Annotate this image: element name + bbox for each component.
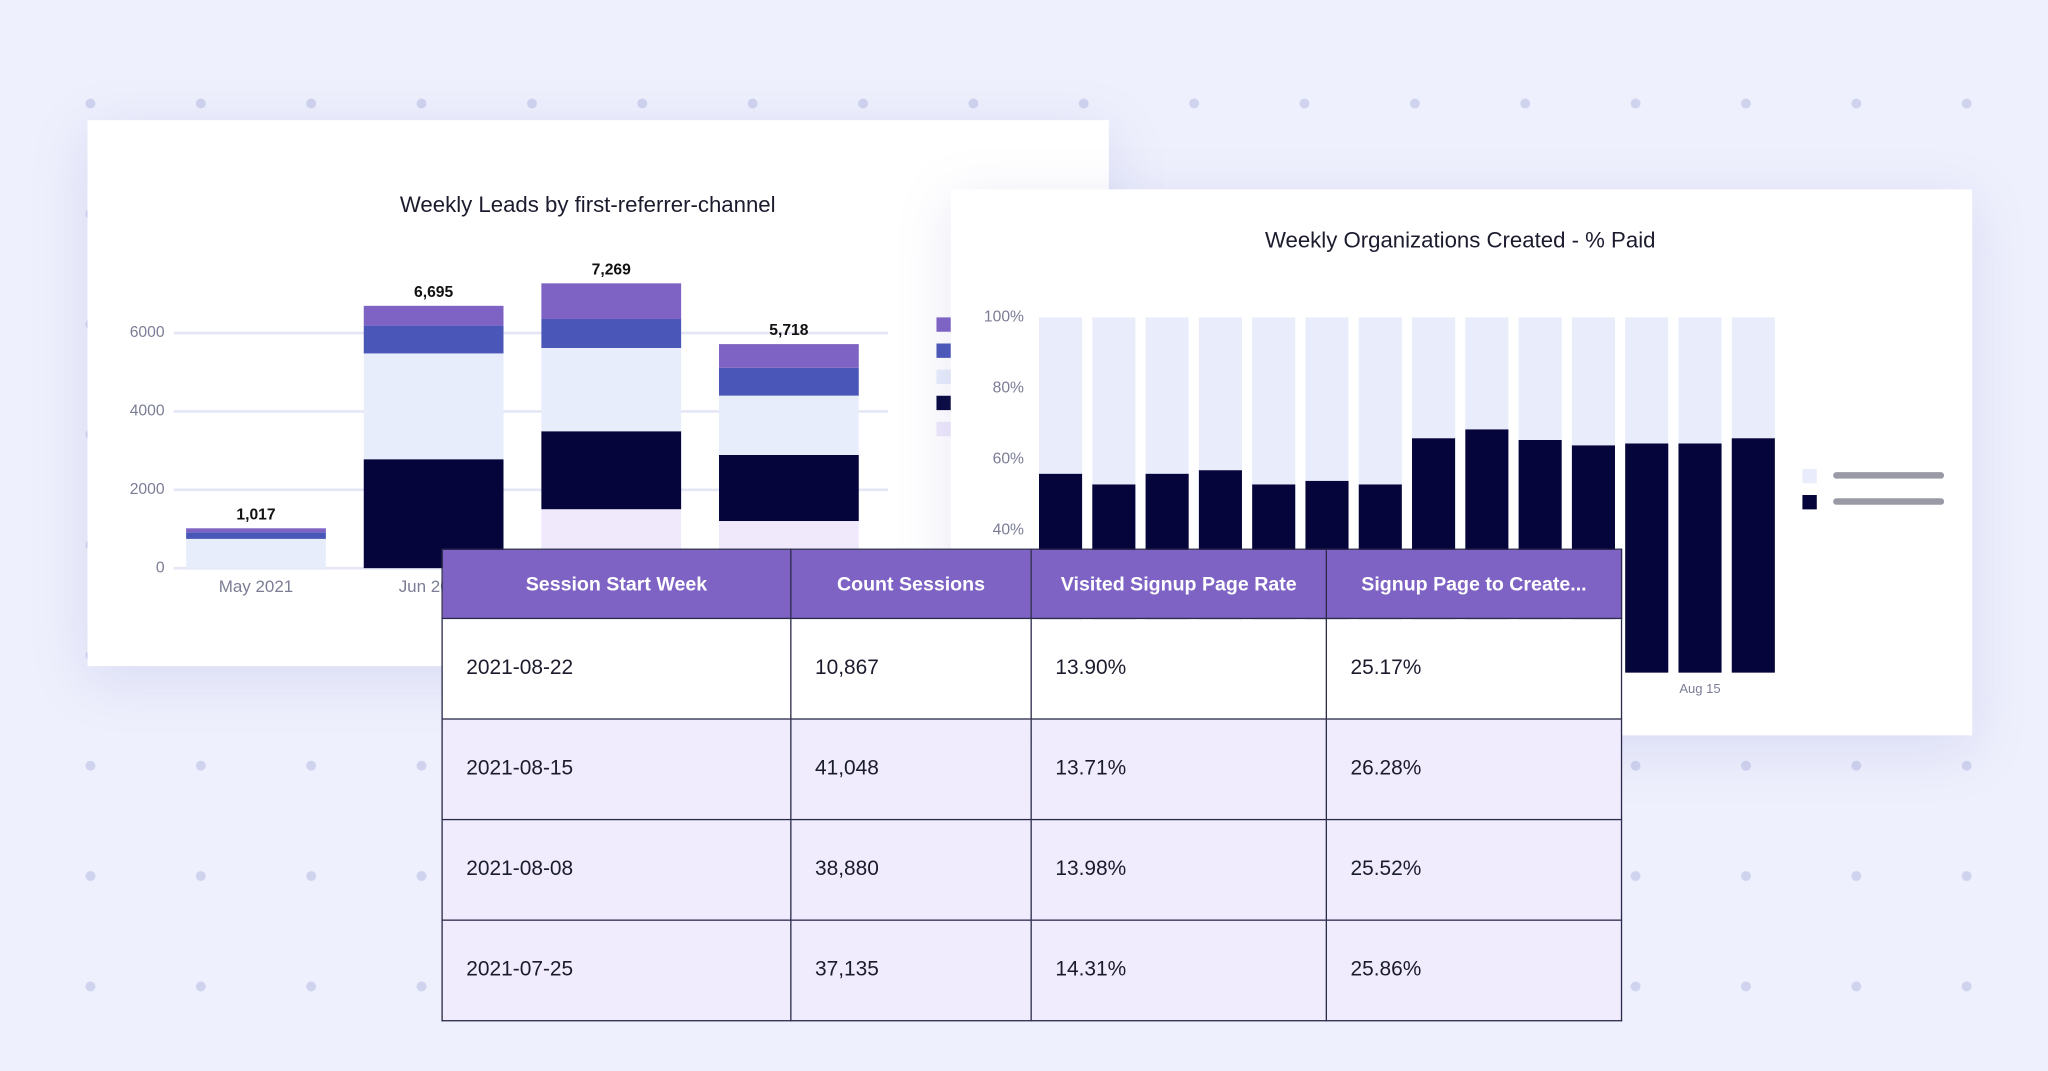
data-table: Session Start Week Count Sessions Visited … (441, 548, 1623, 1022)
table-cell: 2021-07-25 (441, 919, 792, 1022)
y-tick-label: 40% (993, 522, 1024, 539)
bar-segment (1252, 317, 1296, 485)
y-tick-label: 60% (993, 451, 1024, 468)
table-cell: 14.31% (1030, 919, 1327, 1022)
y-tick-label: 6000 (130, 324, 165, 341)
x-tick-label: May 2021 (219, 577, 294, 596)
bar-segment (1358, 317, 1402, 485)
table-cell: 10,867 (790, 617, 1032, 720)
total-label: 7,269 (592, 261, 631, 278)
bar-segment (1092, 317, 1136, 485)
bar-segment (1625, 443, 1669, 673)
header-cell: Session Start Week (441, 548, 792, 620)
bar-segment (541, 347, 682, 432)
table-cell: 41,048 (790, 718, 1032, 821)
table-row: 2021-08-08 38,880 13.98% 25.52% (441, 818, 1623, 921)
chart-title: Weekly Organizations Created - % Paid (1265, 227, 1656, 252)
y-tick-label: 100% (984, 309, 1024, 326)
bar-segment (363, 325, 504, 354)
bar-segment (186, 538, 326, 569)
bar-segment (1198, 317, 1242, 471)
table-cell: 38,880 (790, 818, 1032, 921)
table-cell: 26.28% (1325, 718, 1623, 821)
bar-segment (1039, 317, 1083, 474)
bar-segment (1571, 317, 1615, 446)
bar-segment (1465, 317, 1509, 430)
y-tick-label: 0 (156, 559, 165, 576)
header-cell: Signup Page to Create... (1325, 548, 1623, 620)
total-label: 6,695 (414, 284, 453, 301)
legend-swatch (936, 421, 951, 437)
bar-segment (1731, 317, 1775, 439)
chart: Weekly Leads by first-referrer-channel 0… (130, 192, 951, 596)
bar-segment (1305, 317, 1349, 481)
bar-segment (363, 305, 504, 326)
table-cell: 2021-08-22 (441, 617, 792, 720)
table-cell: 25.52% (1325, 818, 1623, 921)
header-cell: Count Sessions (790, 548, 1032, 620)
legend-swatch (1802, 495, 1817, 510)
bar-segment (186, 528, 326, 533)
bar-segment (363, 353, 504, 460)
table-cell: 25.86% (1325, 919, 1623, 1022)
table-row: 2021-07-25 37,135 14.31% 25.86% (441, 919, 1623, 1022)
table-row: 2021-08-22 10,867 13.90% 25.17% (441, 617, 1623, 720)
bar-segment (541, 318, 682, 348)
x-tick-label: Aug 15 (1679, 681, 1720, 696)
table-cell: 13.90% (1030, 617, 1327, 720)
bar-segment (1145, 317, 1189, 474)
header-cell: Visited Signup Page Rate (1030, 548, 1327, 620)
y-tick-label: 80% (993, 380, 1024, 397)
legend-swatch (936, 369, 951, 384)
bar-segment (719, 344, 859, 368)
table-cell: 13.71% (1030, 718, 1327, 821)
chart-title: Weekly Leads by first-referrer-channel (400, 192, 776, 217)
legend-swatch (936, 317, 951, 332)
bar-segment (1678, 443, 1722, 673)
table-cell: 2021-08-08 (441, 818, 792, 921)
bar-segment (1518, 317, 1562, 440)
bar-segment (719, 454, 859, 522)
y-tick-label: 2000 (130, 481, 165, 498)
table-row: 2021-08-15 41,048 13.71% 26.28% (441, 718, 1623, 821)
legend-swatch (1802, 468, 1817, 484)
bar-segment (541, 431, 682, 510)
table-cell: 37,135 (790, 919, 1032, 1022)
bar-segment (1625, 317, 1669, 444)
y-tick-label: 4000 (130, 403, 165, 420)
bar-segment (1678, 317, 1722, 444)
total-label: 5,718 (769, 322, 808, 339)
legend-swatch (936, 395, 951, 411)
total-label: 1,017 (236, 506, 275, 523)
legend-swatch (936, 343, 951, 358)
table-cell: 13.98% (1030, 818, 1327, 921)
bar-segment (719, 395, 859, 455)
bar-segment (719, 367, 859, 396)
header-row: Session Start Week Count Sessions Visited … (441, 548, 1623, 620)
table-cell: 25.17% (1325, 617, 1623, 720)
bar-segment (186, 532, 326, 539)
bar-segment (1412, 317, 1456, 439)
table-cell: 2021-08-15 (441, 718, 792, 821)
bar-segment (1731, 438, 1775, 673)
bar-segment (541, 283, 682, 319)
